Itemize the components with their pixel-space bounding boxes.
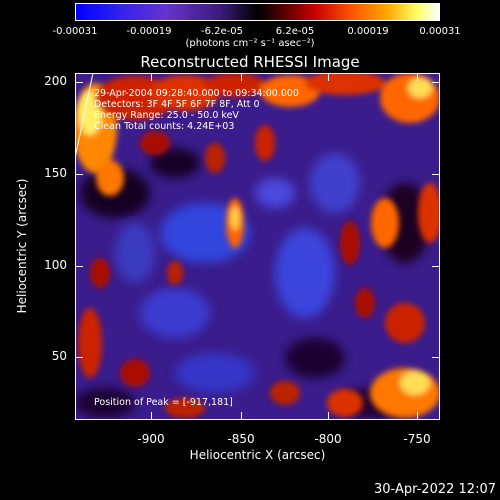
date-stamp: 30-Apr-2022 12:07 — [374, 482, 496, 497]
colorbar-tick: 0.00019 — [347, 26, 389, 37]
time-range-text: 29-Apr-2004 09:28:40.000 to 09:34:00.000 — [94, 88, 299, 99]
colorbar-tick: -6.2e-05 — [201, 26, 243, 37]
energy-range-text: Energy Range: 25.0 - 50.0 keV — [94, 110, 239, 121]
colorbar-tick: 0.00031 — [419, 26, 461, 37]
image-svg — [75, 73, 440, 420]
detectors-text: Detectors: 3F 4F 5F 6F 7F 8F, Att 0 — [94, 99, 260, 110]
colorbar-tick: -0.00019 — [126, 26, 172, 37]
y-tick-label: 100 — [44, 258, 67, 272]
colorbar-units: (photons cm⁻² s⁻¹ asec⁻²) — [185, 38, 315, 49]
x-tick-label: -750 — [403, 432, 431, 446]
y-axis-label: Heliocentric Y (arcsec) — [15, 178, 29, 314]
colorbar-tick: -0.00031 — [52, 26, 98, 37]
y-tick-label: 50 — [51, 349, 67, 363]
limb-line — [75, 73, 94, 159]
image-title: Reconstructed RHESSI Image — [140, 53, 360, 71]
colorbar — [75, 3, 440, 21]
rhessi-image — [75, 73, 440, 420]
y-tick-label: 200 — [44, 74, 67, 88]
x-axis-label: Heliocentric X (arcsec) — [189, 448, 326, 462]
colorbar-tick: 6.2e-05 — [275, 26, 315, 37]
x-tick-label: -850 — [227, 432, 255, 446]
peak-position-text: Position of Peak = [-917,181] — [94, 397, 233, 408]
x-tick-label: -800 — [314, 432, 342, 446]
y-tick-label: 150 — [44, 166, 67, 180]
method-counts-text: Clean Total counts: 4.24E+03 — [94, 121, 235, 132]
x-tick-label: -900 — [137, 432, 165, 446]
